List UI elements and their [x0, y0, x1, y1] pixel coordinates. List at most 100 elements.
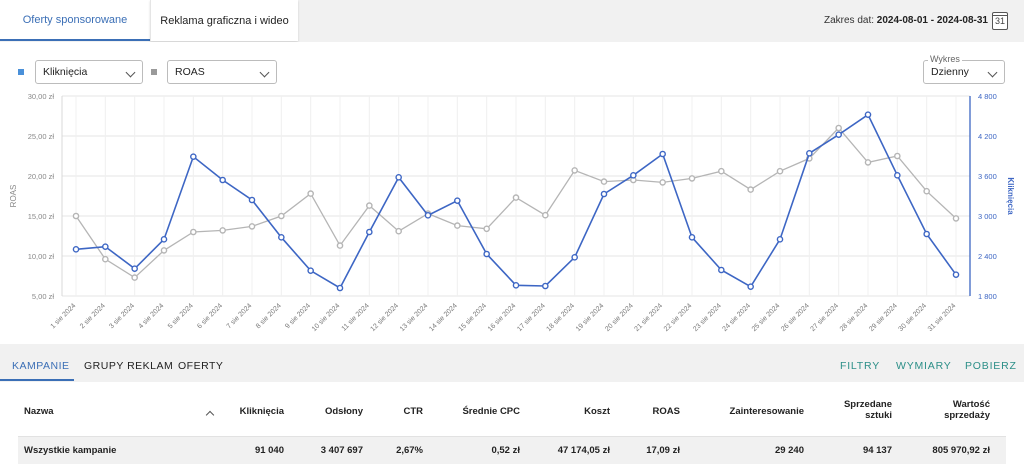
top-bar: Oferty sponsorowane Reklama graficzna i … — [0, 0, 1024, 42]
header-sold-line1: Sprzedane — [843, 399, 892, 410]
x-tick-label: 9 sie 2024 — [284, 302, 312, 330]
data-point-roas — [659, 179, 666, 186]
y-axis-right-label: Kliknięcia — [1006, 177, 1015, 215]
x-tick-label: 29 sie 2024 — [868, 302, 899, 333]
x-tick-label: 16 sie 2024 — [487, 302, 518, 333]
data-point-roas — [366, 202, 373, 209]
data-point-clicks — [278, 234, 285, 241]
data-point-roas — [336, 242, 344, 249]
data-point-roas — [776, 167, 784, 175]
data-point-clicks — [248, 196, 256, 204]
header-interest[interactable]: Zainteresowanie — [729, 406, 804, 417]
y-left-tick-label: 10,00 zł — [28, 252, 55, 261]
filters-button[interactable]: FILTRY — [840, 360, 881, 372]
data-point-roas — [542, 211, 549, 219]
header-sales-value[interactable]: Wartość sprzedaży — [944, 399, 990, 421]
header-cost[interactable]: Koszt — [584, 406, 610, 417]
cell-ctr: 2,67% — [396, 445, 423, 456]
y-left-tick-label: 15,00 zł — [28, 212, 55, 221]
data-point-clicks — [894, 172, 901, 179]
table-row-total[interactable] — [18, 436, 1006, 464]
sort-asc-icon[interactable] — [205, 410, 215, 420]
data-point-clicks — [307, 267, 314, 274]
data-point-clicks — [600, 190, 608, 198]
x-tick-label: 26 sie 2024 — [780, 302, 811, 333]
chart-granularity-value: Dzienny — [931, 66, 969, 78]
chart-granularity-select[interactable]: Dzienny — [923, 60, 1005, 84]
data-point-roas — [718, 167, 725, 175]
data-point-clicks — [747, 283, 754, 290]
x-tick-label: 21 sie 2024 — [634, 302, 665, 333]
x-tick-label: 15 sie 2024 — [458, 302, 489, 333]
data-point-roas — [894, 152, 901, 160]
data-point-roas — [571, 167, 578, 174]
x-tick-label: 22 sie 2024 — [663, 302, 694, 333]
metric2-select[interactable]: ROAS — [167, 60, 277, 84]
data-point-roas — [278, 212, 285, 220]
tab-display-video[interactable]: Reklama graficzna i wideo — [150, 0, 298, 41]
metric2-select-value: ROAS — [175, 66, 205, 78]
cell-impressions: 3 407 697 — [320, 445, 363, 456]
header-roas[interactable]: ROAS — [652, 406, 680, 417]
data-point-clicks — [395, 174, 402, 181]
data-point-clicks — [718, 266, 725, 274]
data-point-clicks — [512, 282, 520, 289]
data-point-roas — [600, 178, 608, 185]
data-point-roas — [483, 225, 490, 233]
x-tick-label: 4 sie 2024 — [138, 302, 166, 330]
x-tick-label: 7 sie 2024 — [226, 302, 254, 330]
x-tick-label: 14 sie 2024 — [428, 302, 459, 333]
x-tick-label: 20 sie 2024 — [604, 302, 635, 333]
data-point-roas — [454, 222, 461, 229]
data-point-clicks — [630, 172, 637, 179]
calendar-icon[interactable]: 31 — [992, 12, 1008, 30]
tab-offers[interactable]: OFERTY — [178, 360, 224, 372]
x-tick-label: 5 sie 2024 — [167, 302, 195, 330]
metric1-select[interactable]: Kliknięcia — [35, 60, 143, 84]
y-left-tick-label: 20,00 zł — [28, 172, 55, 181]
data-point-roas — [248, 223, 256, 230]
y-axis-left-label: ROAS — [9, 185, 18, 208]
dimensions-button[interactable]: WYMIARY — [896, 360, 952, 372]
y-left-tick-label: 5,00 zł — [32, 292, 54, 301]
table-toolbar: KAMPANIE GRUPY REKLAM OFERTY FILTRY WYMI… — [0, 352, 1024, 382]
tab-ad-groups[interactable]: GRUPY REKLAM — [84, 360, 174, 372]
data-point-roas — [864, 159, 872, 166]
y-right-tick-label: 4 800 — [978, 92, 997, 101]
data-point-clicks — [219, 176, 226, 184]
cell-sold-units: 94 137 — [862, 445, 892, 456]
cell-clicks: 91 040 — [254, 445, 284, 456]
data-point-clicks — [923, 230, 930, 238]
header-avg-cpc[interactable]: Średnie CPC — [462, 406, 520, 417]
cell-avg-cpc: 0,52 zł — [491, 445, 520, 456]
header-impressions[interactable]: Odsłony — [324, 406, 363, 417]
campaigns-table: Nazwa Kliknięcia Odsłony CTR Średnie CPC… — [0, 382, 1024, 464]
x-tick-label: 19 sie 2024 — [575, 302, 606, 333]
x-tick-label: 1 sie 2024 — [50, 302, 78, 330]
data-point-clicks — [542, 282, 549, 290]
y-left-tick-label: 30,00 zł — [28, 92, 55, 101]
data-point-clicks — [102, 243, 109, 250]
data-point-roas — [72, 212, 80, 220]
tab-sponsored-offers[interactable]: Oferty sponsorowane — [0, 0, 150, 41]
data-point-clicks — [190, 153, 197, 160]
data-point-clicks — [952, 271, 960, 278]
y-right-tick-label: 1 800 — [978, 292, 997, 301]
tab-campaigns[interactable]: KAMPANIE — [12, 360, 70, 372]
header-clicks[interactable]: Kliknięcia — [239, 406, 284, 417]
data-point-roas — [102, 255, 109, 263]
data-point-roas — [190, 228, 197, 236]
x-tick-label: 30 sie 2024 — [898, 302, 929, 333]
header-ctr[interactable]: CTR — [403, 406, 423, 417]
header-name[interactable]: Nazwa — [24, 406, 54, 417]
clicks-legend-square — [18, 69, 24, 75]
date-range-value: 2024-08-01 - 2024-08-31 — [876, 15, 988, 26]
download-button[interactable]: POBIERZ — [965, 360, 1017, 372]
header-value-line1: Wartość — [952, 399, 990, 410]
data-point-clicks — [454, 197, 461, 204]
data-point-clicks — [160, 236, 168, 243]
header-sold-units[interactable]: Sprzedane sztuki — [844, 399, 892, 421]
data-point-roas — [160, 247, 168, 254]
data-point-roas — [688, 175, 696, 182]
x-tick-label: 18 sie 2024 — [546, 302, 577, 333]
